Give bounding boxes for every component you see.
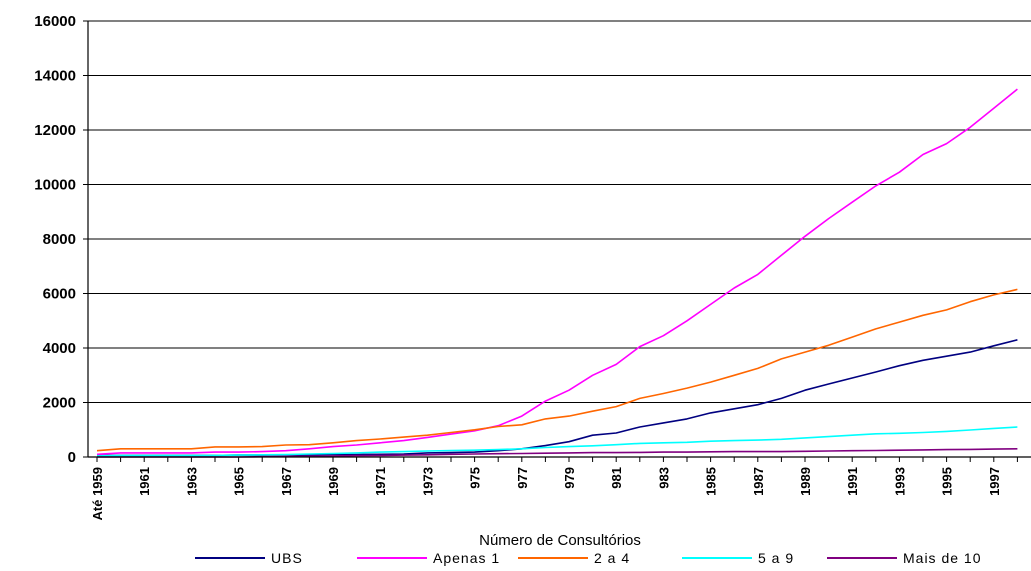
x-tick-label: 1965 [232, 467, 247, 496]
x-tick-label: 1973 [420, 467, 435, 496]
legend-label: UBS [271, 550, 303, 566]
y-tick-label: 4000 [43, 340, 76, 357]
x-tick-label: 1989 [798, 467, 813, 496]
legend-label: 2 a 4 [594, 550, 630, 566]
legend-label: Mais de 10 [903, 550, 981, 566]
y-tick-label: 0 [68, 449, 76, 466]
y-tick-label: 8000 [43, 231, 76, 248]
x-tick-label: 977 [515, 467, 530, 489]
x-tick-label: 1963 [184, 467, 199, 496]
series-lines [96, 88, 1018, 458]
series-line-ubs [96, 339, 1018, 457]
y-tick-label: 14000 [34, 68, 76, 85]
y-tick-label: 6000 [43, 286, 76, 303]
legend: UBS Apenas 1 2 a 4 5 a 9 Mais de 10 [195, 550, 981, 566]
series-line-5-a-9 [96, 426, 1018, 457]
x-tick-label: 1971 [373, 467, 388, 496]
x-tick-label: 975 [468, 467, 483, 489]
x-tick-label: 1985 [704, 467, 719, 496]
y-tick-label: 10000 [34, 177, 76, 194]
series-line-apenas-1 [96, 88, 1018, 456]
x-tick-label: 979 [562, 467, 577, 489]
y-tick-label: 16000 [34, 13, 76, 30]
grid-lines [83, 20, 1031, 462]
legend-label: 5 a 9 [758, 550, 794, 566]
axes [87, 21, 1031, 458]
series-line-2-a-4 [96, 288, 1018, 452]
y-tick-label: 2000 [43, 395, 76, 412]
x-tick-label: 1997 [987, 467, 1002, 496]
x-tick-label: 1987 [751, 467, 766, 496]
x-tick-label: 1969 [326, 467, 341, 496]
x-tick-label: 981 [609, 467, 624, 489]
x-tick-label: 1991 [845, 467, 860, 496]
legend-label: Apenas 1 [433, 550, 500, 566]
x-tick-labels: Até 1959 1961 1963 1965 1967 1969 1971 1973 975 9… [90, 467, 1002, 520]
x-tick-label: Até 1959 [90, 467, 105, 520]
x-tick-label: 1995 [940, 467, 955, 496]
x-tick-label: 1967 [279, 467, 294, 496]
x-tick-label: 1961 [137, 467, 152, 496]
y-tick-labels: 0 2000 4000 6000 8000 10000 12000 14000 16000 [34, 13, 76, 466]
x-tick-label: 983 [656, 467, 671, 489]
x-axis-title: Número de Consultórios [479, 532, 641, 549]
x-tick-label: 1993 [892, 467, 907, 496]
y-tick-label: 12000 [34, 122, 76, 139]
